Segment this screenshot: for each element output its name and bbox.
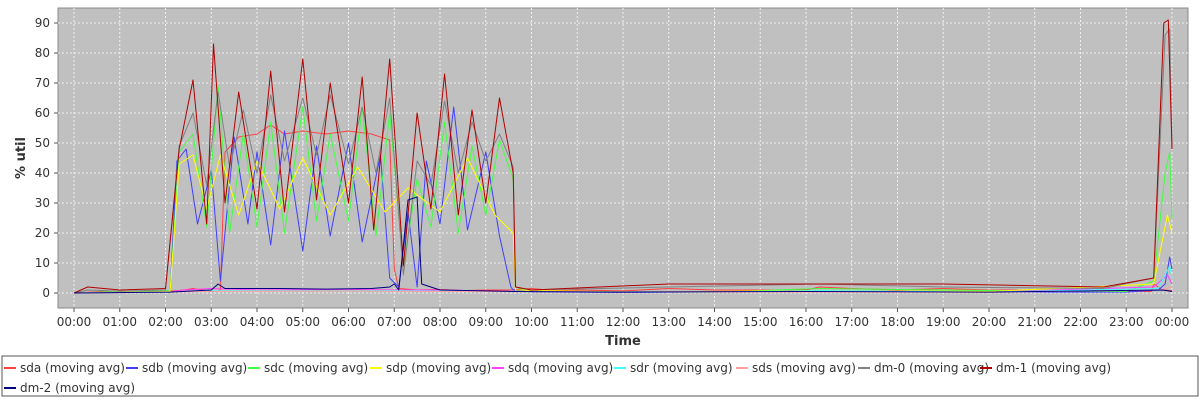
x-tick-label: 17:00 (834, 315, 869, 329)
y-tick-label: 70 (35, 76, 50, 90)
y-axis: 0 10 20 30 40 50 60 70 80 90 (35, 16, 58, 300)
x-tick-label: 15:00 (743, 315, 778, 329)
y-axis-title: % util (14, 137, 29, 179)
legend-item-sdb: sdb (moving avg) (142, 361, 247, 375)
x-tick-label: 06:00 (331, 315, 366, 329)
legend-item-sdr: sdr (moving avg) (630, 361, 733, 375)
x-tick-label: 05:00 (285, 315, 320, 329)
x-tick-label: 00:00 (57, 315, 92, 329)
x-tick-label: 23:00 (1109, 315, 1144, 329)
x-tick-label: 12:00 (606, 315, 641, 329)
series-lines (73, 19, 1173, 294)
series-line-dm-2 (73, 196, 1173, 294)
y-tick-label: 10 (35, 256, 50, 270)
series-line-dm-1 (73, 19, 1173, 294)
x-tick-label: 07:00 (377, 315, 412, 329)
y-tick-label: 50 (35, 136, 50, 150)
x-tick-label: 02:00 (148, 315, 183, 329)
x-tick-label: 10:00 (514, 315, 549, 329)
legend-item-dm-0: dm-0 (moving avg) (874, 361, 989, 375)
legend-item-sds: sds (moving avg) (752, 361, 856, 375)
legend-item-sdq: sdq (moving avg) (508, 361, 613, 375)
x-tick-label: 19:00 (926, 315, 961, 329)
x-tick-label: 08:00 (423, 315, 458, 329)
x-axis-title: Time (605, 334, 641, 349)
x-tick-label: 21:00 (1017, 315, 1052, 329)
x-tick-label: 04:00 (240, 315, 275, 329)
legend-item-dm-1: dm-1 (moving avg) (996, 361, 1111, 375)
y-tick-label: 90 (35, 16, 50, 30)
x-tick-label: 14:00 (697, 315, 732, 329)
x-tick-label: 18:00 (880, 315, 915, 329)
legend-item-sdp: sdp (moving avg) (386, 361, 491, 375)
y-tick-label: 0 (42, 286, 50, 300)
x-tick-label: 11:00 (560, 315, 595, 329)
y-tick-label: 40 (35, 166, 50, 180)
legend: sda (moving avg) sdb (moving avg) sdc (mov… (4, 361, 1111, 395)
legend-item-dm-2: dm-2 (moving avg) (20, 381, 135, 395)
legend-box (1, 355, 1199, 397)
x-axis: 00:00 01:00 02:00 03:00 04:00 05:00 06:00 07:00… (57, 308, 1190, 329)
y-tick-label: 60 (35, 106, 50, 120)
legend-item-sda: sda (moving avg) (20, 361, 125, 375)
x-tick-label: 03:00 (194, 315, 229, 329)
x-tick-label: 09:00 (468, 315, 503, 329)
y-tick-label: 80 (35, 46, 50, 60)
x-tick-label: 16:00 (789, 315, 824, 329)
x-tick-label: 00:00 (1155, 315, 1190, 329)
legend-item-sdc: sdc (moving avg) (264, 361, 368, 375)
x-tick-label: 13:00 (651, 315, 686, 329)
x-tick-label: 20:00 (972, 315, 1007, 329)
x-tick-label: 22:00 (1063, 315, 1098, 329)
x-tick-label: 01:00 (102, 315, 137, 329)
y-tick-label: 20 (35, 226, 50, 240)
series-line-dm-0 (73, 28, 1173, 294)
y-tick-label: 30 (35, 196, 50, 210)
